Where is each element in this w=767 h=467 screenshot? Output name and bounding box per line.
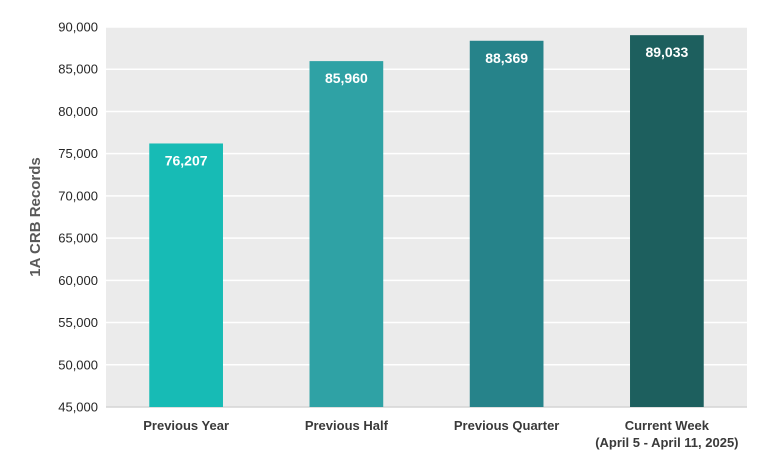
y-tick-label: 70,000	[58, 188, 98, 203]
y-tick-label: 80,000	[58, 104, 98, 119]
category-label: Current Week	[625, 418, 710, 433]
y-axis-title: 1A CRB Records	[27, 157, 44, 276]
bar	[149, 143, 223, 407]
bar	[309, 61, 384, 408]
bar-value-label: 85,960	[325, 70, 368, 86]
y-tick-label: 50,000	[58, 357, 98, 372]
y-tick-label: 75,000	[58, 146, 98, 161]
y-tick-label: 45,000	[58, 400, 98, 415]
y-tick-label: 65,000	[58, 231, 98, 246]
y-tick-label: 90,000	[58, 20, 98, 35]
category-label: Previous Year	[143, 418, 229, 433]
bar	[469, 40, 544, 407]
category-label: (April 5 - April 11, 2025)	[595, 435, 738, 450]
bar-value-label: 89,033	[645, 44, 688, 60]
bar-value-label: 76,207	[165, 152, 208, 168]
x-axis-categories: Previous Year Previous Half Previous Quart…	[143, 418, 738, 450]
bars	[149, 35, 704, 408]
category-label: Previous Quarter	[454, 418, 560, 433]
y-axis-ticks: 45,000 50,000 55,000 60,000 65,000 70,000 75,0…	[58, 20, 98, 415]
y-tick-label: 60,000	[58, 273, 98, 288]
y-tick-label: 55,000	[58, 315, 98, 330]
bar-value-label: 88,369	[485, 50, 528, 66]
data-labels: 76,207 85,960 88,369 89,033	[165, 44, 689, 168]
bar	[630, 35, 704, 408]
y-tick-label: 85,000	[58, 62, 98, 77]
category-label: Previous Half	[305, 418, 389, 433]
